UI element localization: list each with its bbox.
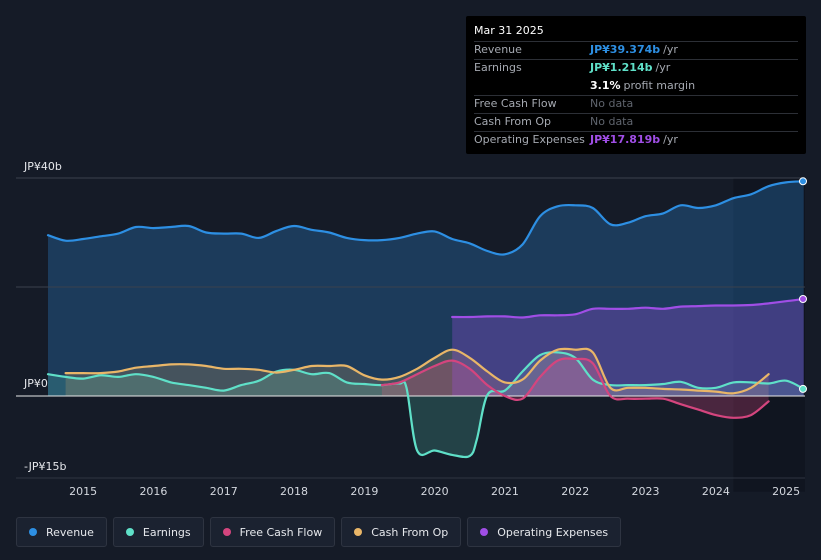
- y-tick-label-neg15b: -JP¥15b: [24, 460, 67, 473]
- x-tick-label: 2020: [421, 485, 449, 498]
- x-tick-label: 2017: [210, 485, 238, 498]
- tooltip-value: JP¥39.374b: [590, 43, 661, 56]
- tooltip-unit: /yr: [663, 133, 678, 146]
- tooltip-nodata: No data: [590, 115, 634, 128]
- tooltip-unit: profit margin: [623, 79, 696, 92]
- legend-label: Earnings: [142, 525, 191, 539]
- legend-dot-icon: [222, 528, 231, 536]
- tooltip-row-fcf: Free Cash Flow No data: [474, 95, 798, 112]
- tooltip-label: Operating Expenses: [474, 133, 585, 146]
- legend-dot-icon: [354, 528, 363, 536]
- tooltip-date: Mar 31 2025: [474, 24, 544, 37]
- x-axis-ticks: 2015 2016 2017 2018 2019 2020 2021 2022 2023 2024…: [69, 485, 800, 498]
- tooltip-label: Revenue: [474, 43, 522, 56]
- series-fills: [48, 178, 805, 492]
- legend-label: Revenue: [46, 525, 94, 539]
- tooltip-row-earnings: Earnings JP¥1.214b /yr: [474, 59, 798, 76]
- tooltip-row-margin: 3.1% profit margin: [474, 77, 798, 94]
- tooltip-unit: /yr: [655, 61, 671, 74]
- x-tick-label: 2015: [69, 485, 97, 498]
- legend-item-revenue[interactable]: Revenue: [16, 517, 107, 547]
- tooltip-value: 3.1%: [590, 79, 621, 92]
- tooltip-label: Free Cash Flow: [474, 97, 557, 110]
- data-tooltip: Mar 31 2025 Revenue JP¥39.374b /yr Earni…: [466, 16, 806, 154]
- legend-item-free-cash-flow[interactable]: Free Cash Flow: [209, 517, 336, 547]
- series-area-revenue: [48, 181, 804, 396]
- legend-dot-icon: [29, 528, 37, 536]
- tooltip-row-cfo: Cash From Op No data: [474, 113, 798, 130]
- series-line-fcf: [380, 357, 770, 419]
- legend-label: Operating Expenses: [497, 525, 609, 539]
- y-tick-label-40b: JP¥40b: [24, 160, 62, 173]
- legend-label: Cash From Op: [371, 525, 449, 539]
- series-area-opex: [452, 299, 804, 396]
- legend-dot-icon: [125, 528, 134, 536]
- series-area-earnings: [48, 352, 804, 458]
- x-tick-label: 2021: [491, 485, 519, 498]
- x-tick-label: 2024: [702, 485, 730, 498]
- x-tick-label: 2016: [139, 485, 167, 498]
- x-tick-label: 2025: [772, 485, 800, 498]
- legend-item-earnings[interactable]: Earnings: [112, 517, 204, 547]
- x-tick-label: 2019: [350, 485, 378, 498]
- series-end-marker-opex: [799, 294, 807, 303]
- tooltip-value: JP¥17.819b: [590, 133, 661, 146]
- series-line-cfo: [64, 347, 770, 395]
- series-end-markers: [799, 177, 807, 393]
- series-end-marker-revenue: [799, 177, 807, 186]
- series-line-opex: [451, 297, 805, 319]
- legend-item-operating-expenses[interactable]: Operating Expenses: [467, 517, 622, 547]
- tooltip-label: Cash From Op: [474, 115, 552, 128]
- tooltip-unit: /yr: [663, 43, 678, 56]
- x-tick-label: 2023: [632, 485, 660, 498]
- tooltip-label: Earnings: [474, 61, 522, 74]
- series-line-revenue: [46, 180, 805, 256]
- tooltip-row-opex: Operating Expenses JP¥17.819b /yr: [474, 131, 798, 148]
- legend-label: Free Cash Flow: [239, 525, 323, 539]
- series-lines: [46, 180, 805, 459]
- x-tick-label: 2022: [561, 485, 589, 498]
- legend-item-cash-from-op[interactable]: Cash From Op: [341, 517, 462, 547]
- tooltip-value: JP¥1.214b: [590, 61, 653, 74]
- series-area-fcf: [381, 358, 769, 418]
- chart-gridlines: [16, 177, 805, 479]
- x-tick-label: 2018: [280, 485, 308, 498]
- series-end-marker-earnings: [799, 384, 807, 393]
- chart-plot-area: 2015 2016 2017 2018 2019 2020 2021 2022 2023 2024…: [16, 177, 807, 498]
- forecast-region: [733, 178, 805, 492]
- tooltip-nodata: No data: [590, 97, 634, 110]
- legend-dot-icon: [480, 528, 489, 536]
- chart-legend: Revenue Earnings Free Cash Flow Cash Fro…: [16, 517, 622, 547]
- y-tick-label-0: JP¥0: [24, 377, 48, 390]
- tooltip-row-revenue: Revenue JP¥39.374b /yr: [474, 41, 798, 58]
- series-line-earnings: [46, 351, 805, 459]
- tooltip-label: [474, 78, 590, 94]
